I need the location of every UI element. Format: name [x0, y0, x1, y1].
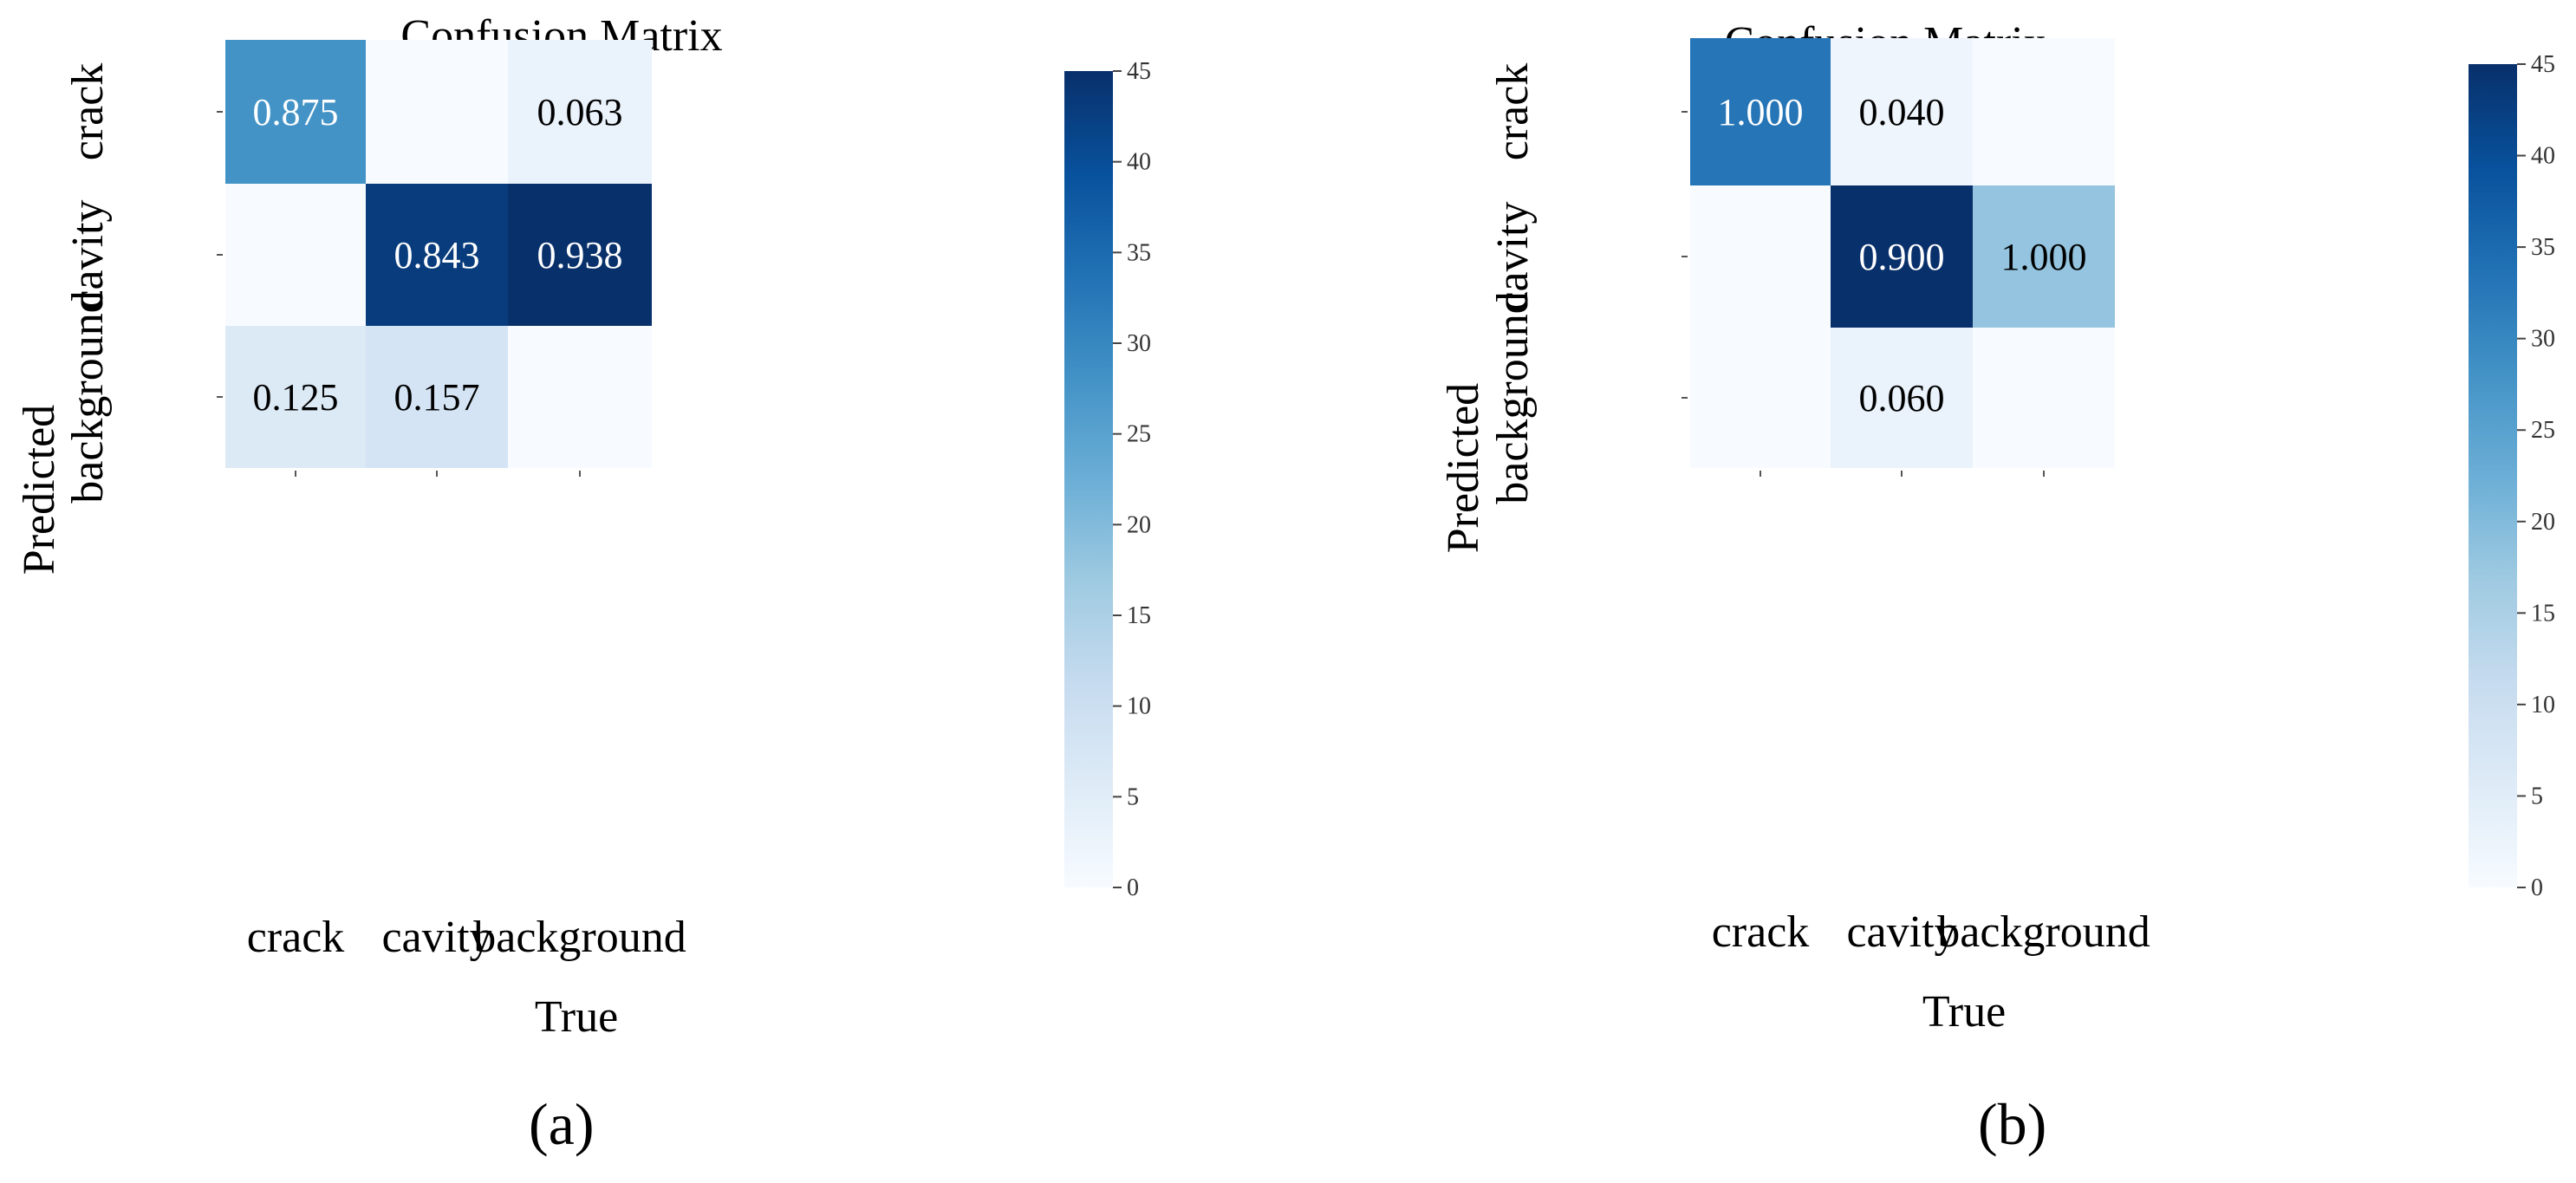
- colorbar-tick-label: 20: [2531, 509, 2555, 536]
- colorbar-tick-label: 45: [1127, 58, 1151, 85]
- colorbar-tick-label: 5: [2531, 783, 2543, 809]
- heatmap-cell: [508, 326, 652, 468]
- heatmap-cell: [1690, 328, 1831, 468]
- heatmap-cell: [508, 184, 652, 326]
- heatmap-cell: [1973, 328, 2115, 468]
- cell-value-label: 0.900: [1859, 236, 1945, 278]
- heatmap-cell: [366, 184, 508, 326]
- x-tick-label: crack: [1712, 907, 1810, 957]
- colorbar-tick-label: 30: [1127, 330, 1151, 357]
- heatmap-cell: [1690, 185, 1831, 328]
- colorbar-tick-label: 10: [2531, 692, 2555, 718]
- x-tick-label: cavity: [381, 913, 491, 962]
- colorbar-tick-label: 40: [1127, 149, 1151, 176]
- cell-value-label: 0.125: [253, 376, 339, 419]
- colorbar-tick-label: 15: [2531, 600, 2555, 627]
- colorbar-tick-label: 35: [2531, 234, 2555, 261]
- heatmap-cell: [366, 40, 508, 184]
- y-tick-label: background: [1488, 291, 1538, 504]
- heatmap-cells-b: 1.000 0.040 0.900 1.000 0.060: [1690, 38, 2115, 468]
- colorbar-tick-label: 0: [2531, 874, 2543, 901]
- y-tick-label: background: [63, 290, 113, 503]
- colorbar-tick-label: 35: [1127, 239, 1151, 266]
- x-tick-label: background: [473, 913, 686, 962]
- cell-value-label: 1.000: [1718, 91, 1804, 133]
- confusion-matrix-b: Confusion Matrix 1.0000.0400.9001.0000.0…: [1439, 18, 2555, 1037]
- cell-value-label: 0.060: [1859, 377, 1945, 419]
- cell-value-label: 0.063: [537, 91, 623, 133]
- colorbar-gradient-a: [1064, 71, 1113, 887]
- colorbar-ticks-b: 0 5 10 15 20 25 30 35 40 45: [2517, 51, 2555, 901]
- colorbar-tick-label: 25: [2531, 417, 2555, 444]
- colorbar-tick-label: 10: [1127, 693, 1151, 720]
- colorbar-ticks-a: 0 5 10 15 20 25 30 35 40 45: [1113, 58, 1151, 901]
- x-tick-label: crack: [247, 913, 345, 962]
- y-tick-label: cavity: [1488, 201, 1538, 311]
- colorbar-gradient-b: [2469, 64, 2517, 887]
- colorbar-tick-label: 45: [2531, 51, 2555, 78]
- cell-value-label: 0.157: [394, 376, 480, 419]
- colorbar-tick-label: 40: [2531, 143, 2555, 170]
- y-axis-label-a: Predicted: [15, 405, 64, 575]
- colorbar-b: 0 5 10 15 20 25 30 35 40 45: [2469, 51, 2555, 901]
- colorbar-tick-label: 25: [1127, 421, 1151, 448]
- panel-label-b: (b): [1978, 1091, 2047, 1157]
- colorbar-tick-label: 0: [1127, 874, 1139, 901]
- heatmap-cell: [366, 326, 508, 468]
- panel-label-a: (a): [529, 1091, 595, 1157]
- heatmap-cell: [508, 40, 652, 184]
- heatmap-cell: [1973, 38, 2115, 185]
- cell-value-label: 0.875: [253, 91, 339, 133]
- cell-value-label: 0.040: [1859, 91, 1945, 133]
- colorbar-a: 0 5 10 15 20 25 30 35 40 45: [1064, 58, 1151, 901]
- heatmap-cells-a: 0.875 0.063 0.843 0.938 0.125 0.157: [225, 40, 652, 468]
- heatmap-cell: [1831, 185, 1973, 328]
- heatmap-cell: [1690, 38, 1831, 185]
- colorbar-tick-label: 5: [1127, 783, 1139, 810]
- cell-value-label: 1.000: [2001, 236, 2087, 278]
- heatmap-cell: [1831, 38, 1973, 185]
- colorbar-tick-label: 20: [1127, 511, 1151, 538]
- heatmap-cell: [225, 326, 366, 468]
- y-tick-label: cavity: [63, 199, 113, 309]
- y-tick-label: crack: [63, 63, 113, 161]
- cell-value-label: 0.938: [537, 234, 623, 276]
- x-axis-label-a: True: [535, 992, 618, 1042]
- heatmap-cell: [225, 40, 366, 184]
- y-tick-label: crack: [1488, 63, 1538, 161]
- heatmap-cell: [1831, 328, 1973, 468]
- colorbar-tick-label: 15: [1127, 602, 1151, 629]
- x-axis-label-b: True: [1922, 987, 2006, 1037]
- heatmap-cell: [1973, 185, 2115, 328]
- x-tick-label: cavity: [1846, 907, 1956, 957]
- cell-value-label: 0.843: [394, 234, 480, 276]
- x-tick-label: background: [1937, 907, 2150, 957]
- heatmap-cell: [225, 184, 366, 326]
- colorbar-tick-label: 30: [2531, 326, 2555, 353]
- y-axis-label-b: Predicted: [1439, 383, 1488, 553]
